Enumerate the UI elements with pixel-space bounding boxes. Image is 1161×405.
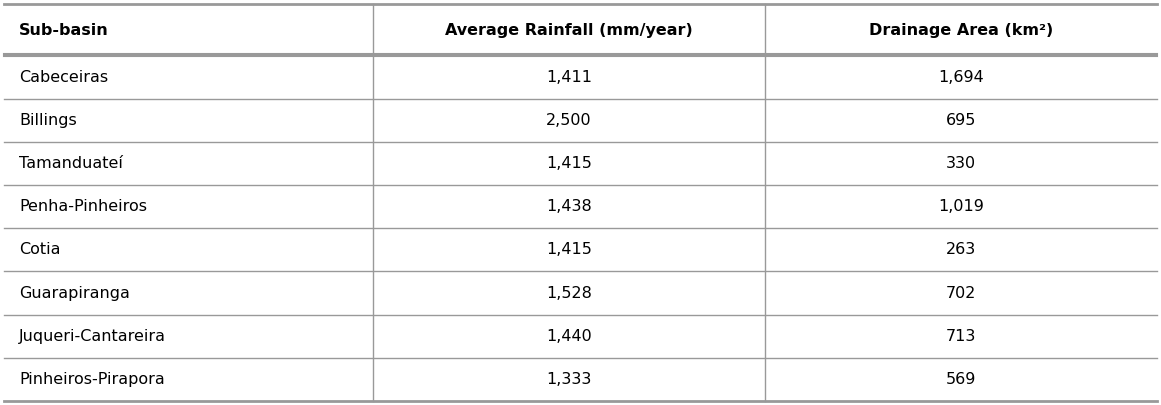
Text: 330: 330	[946, 156, 976, 171]
Text: Average Rainfall (mm/year): Average Rainfall (mm/year)	[445, 23, 693, 38]
Text: Guarapiranga: Guarapiranga	[19, 286, 130, 301]
Text: 1,440: 1,440	[546, 329, 592, 344]
Text: 569: 569	[946, 372, 976, 387]
Text: Drainage Area (km²): Drainage Area (km²)	[868, 23, 1053, 38]
Text: 695: 695	[946, 113, 976, 128]
Text: Cotia: Cotia	[19, 243, 60, 258]
Text: 1,528: 1,528	[546, 286, 592, 301]
Text: 713: 713	[946, 329, 976, 344]
Text: 1,411: 1,411	[546, 70, 592, 85]
Text: 1,415: 1,415	[546, 156, 592, 171]
Text: Pinheiros-Pirapora: Pinheiros-Pirapora	[19, 372, 165, 387]
Text: 1,694: 1,694	[938, 70, 983, 85]
Text: 702: 702	[946, 286, 976, 301]
Text: Sub-basin: Sub-basin	[19, 23, 109, 38]
Text: 1,019: 1,019	[938, 199, 983, 214]
Text: Billings: Billings	[19, 113, 77, 128]
Text: Penha-Pinheiros: Penha-Pinheiros	[19, 199, 147, 214]
Text: Juqueri-Cantareira: Juqueri-Cantareira	[19, 329, 166, 344]
Text: Cabeceiras: Cabeceiras	[19, 70, 108, 85]
Text: 1,333: 1,333	[547, 372, 592, 387]
Text: 2,500: 2,500	[546, 113, 592, 128]
Text: Tamanduateí: Tamanduateí	[19, 156, 123, 171]
Text: 263: 263	[946, 243, 976, 258]
Text: 1,438: 1,438	[546, 199, 592, 214]
Text: 1,415: 1,415	[546, 243, 592, 258]
